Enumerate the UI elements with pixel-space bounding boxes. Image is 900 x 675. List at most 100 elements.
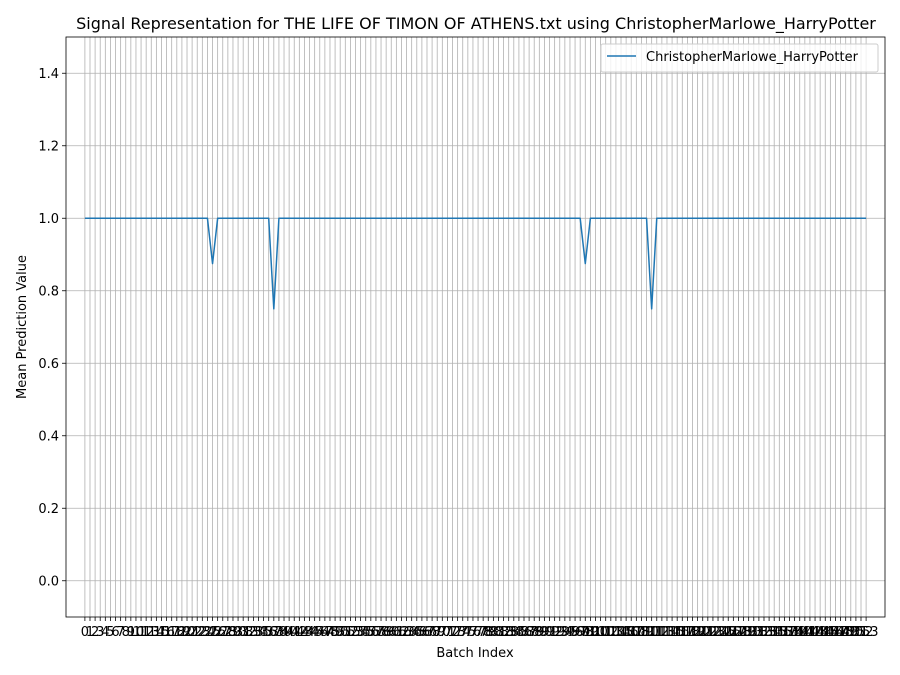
x-tick-label: 1 (86, 625, 94, 640)
x-tick-label: 147 (823, 625, 848, 640)
y-tick-label: 0.4 (38, 429, 59, 444)
x-tick-label: 142 (798, 625, 823, 640)
x-tick-label: 42 (291, 625, 308, 640)
grid (66, 37, 885, 617)
x-tick-label: 114 (655, 625, 680, 640)
x-tick-label: 132 (746, 625, 771, 640)
x-tick-label: 133 (752, 625, 777, 640)
x-tick-label: 66 (414, 625, 431, 640)
x-tick-label: 52 (342, 625, 359, 640)
x-tick-label: 64 (403, 625, 420, 640)
x-tick-label: 33 (245, 625, 262, 640)
x-tick-label: 87 (521, 625, 538, 640)
x-tick-label: 108 (624, 625, 649, 640)
x-tick-label: 31 (235, 625, 252, 640)
x-tick-label: 92 (546, 625, 563, 640)
x-tick-label: 115 (660, 625, 685, 640)
x-tick-label: 24 (199, 625, 216, 640)
x-tick-label: 85 (511, 625, 528, 640)
x-tick-label: 67 (419, 625, 436, 640)
x-tick-label: 39 (276, 625, 293, 640)
x-tick-label: 116 (665, 625, 690, 640)
x-tick-label: 2 (91, 625, 99, 640)
x-tick-label: 61 (388, 625, 405, 640)
y-tick-label: 0.0 (38, 574, 59, 589)
x-tick-label: 62 (393, 625, 410, 640)
x-tick-label: 118 (675, 625, 700, 640)
x-tick-label: 152 (849, 625, 874, 640)
y-axis: 0.0 0.2 0.4 0.6 0.8 1.0 1.2 1.4 (38, 67, 66, 589)
x-tick-label: 148 (828, 625, 853, 640)
x-tick-label: 6 (111, 625, 119, 640)
x-tick-label: 13 (143, 625, 160, 640)
x-tick-label: 10 (128, 625, 145, 640)
x-tick-label: 48 (322, 625, 339, 640)
x-tick-label: 7 (116, 625, 124, 640)
y-tick-label: 1.2 (38, 139, 59, 154)
x-tick-label: 83 (500, 625, 517, 640)
x-tick-label: 74 (454, 625, 471, 640)
x-tick-label: 69 (429, 625, 446, 640)
x-tick-label: 134 (757, 625, 782, 640)
x-tick-label: 82 (495, 625, 512, 640)
x-tick-label: 3 (96, 625, 104, 640)
x-tick-label: 4 (101, 625, 109, 640)
legend-box (600, 43, 879, 73)
x-tick-label: 51 (337, 625, 354, 640)
x-tick-label: 63 (398, 625, 415, 640)
legend: ChristopherMarlowe_HarryPotter (600, 43, 879, 73)
x-tick-label: 49 (327, 625, 344, 640)
x-tick-label: 44 (301, 625, 318, 640)
x-tick-label: 70 (434, 625, 451, 640)
x-tick-label: 78 (475, 625, 492, 640)
x-tick-label: 16 (158, 625, 175, 640)
x-tick-label: 57 (368, 625, 385, 640)
x-tick-label: 25 (204, 625, 221, 640)
x-tick-label: 153 (854, 625, 879, 640)
x-tick-label: 149 (833, 625, 858, 640)
x-tick-label: 130 (736, 625, 761, 640)
x-tick-label: 94 (557, 625, 574, 640)
x-tick-label: 120 (685, 625, 710, 640)
x-tick-label: 139 (782, 625, 807, 640)
x-tick-label: 26 (209, 625, 226, 640)
x-tick-label: 36 (260, 625, 277, 640)
x-tick-label: 141 (792, 625, 817, 640)
x-tick-label: 122 (695, 625, 720, 640)
x-tick-label: 41 (286, 625, 303, 640)
x-tick-label: 113 (649, 625, 674, 640)
x-tick-label: 140 (787, 625, 812, 640)
x-tick-label: 5 (106, 625, 114, 640)
x-tick-label: 138 (777, 625, 802, 640)
x-tick-label: 95 (562, 625, 579, 640)
y-tick-label: 1.4 (38, 67, 59, 82)
x-tick-label: 106 (614, 625, 639, 640)
chart-title: Signal Representation for THE LIFE OF TI… (76, 14, 876, 34)
x-tick-label: 50 (332, 625, 349, 640)
x-tick-label: 109 (629, 625, 654, 640)
x-tick-label: 58 (373, 625, 390, 640)
x-tick-label: 104 (604, 625, 629, 640)
x-tick-label: 136 (767, 625, 792, 640)
x-tick-label: 29 (225, 625, 242, 640)
x-tick-label: 128 (726, 625, 751, 640)
x-tick-label: 84 (506, 625, 523, 640)
x-tick-label: 27 (214, 625, 231, 640)
x-tick-label: 71 (439, 625, 456, 640)
x-tick-label: 112 (644, 625, 669, 640)
x-tick-label: 93 (551, 625, 568, 640)
x-tick-label: 15 (153, 625, 170, 640)
x-tick-label: 79 (480, 625, 497, 640)
x-tick-label: 72 (444, 625, 461, 640)
x-tick-label: 12 (138, 625, 155, 640)
x-tick-label: 38 (271, 625, 288, 640)
x-tick-label: 21 (184, 625, 201, 640)
y-tick-label: 0.6 (38, 357, 59, 372)
x-tick-label: 54 (352, 625, 369, 640)
x-tick-label: 150 (838, 625, 863, 640)
x-tick-label: 129 (731, 625, 756, 640)
x-tick-label: 131 (741, 625, 766, 640)
x-tick-label: 105 (609, 625, 634, 640)
x-tick-label: 99 (582, 625, 599, 640)
